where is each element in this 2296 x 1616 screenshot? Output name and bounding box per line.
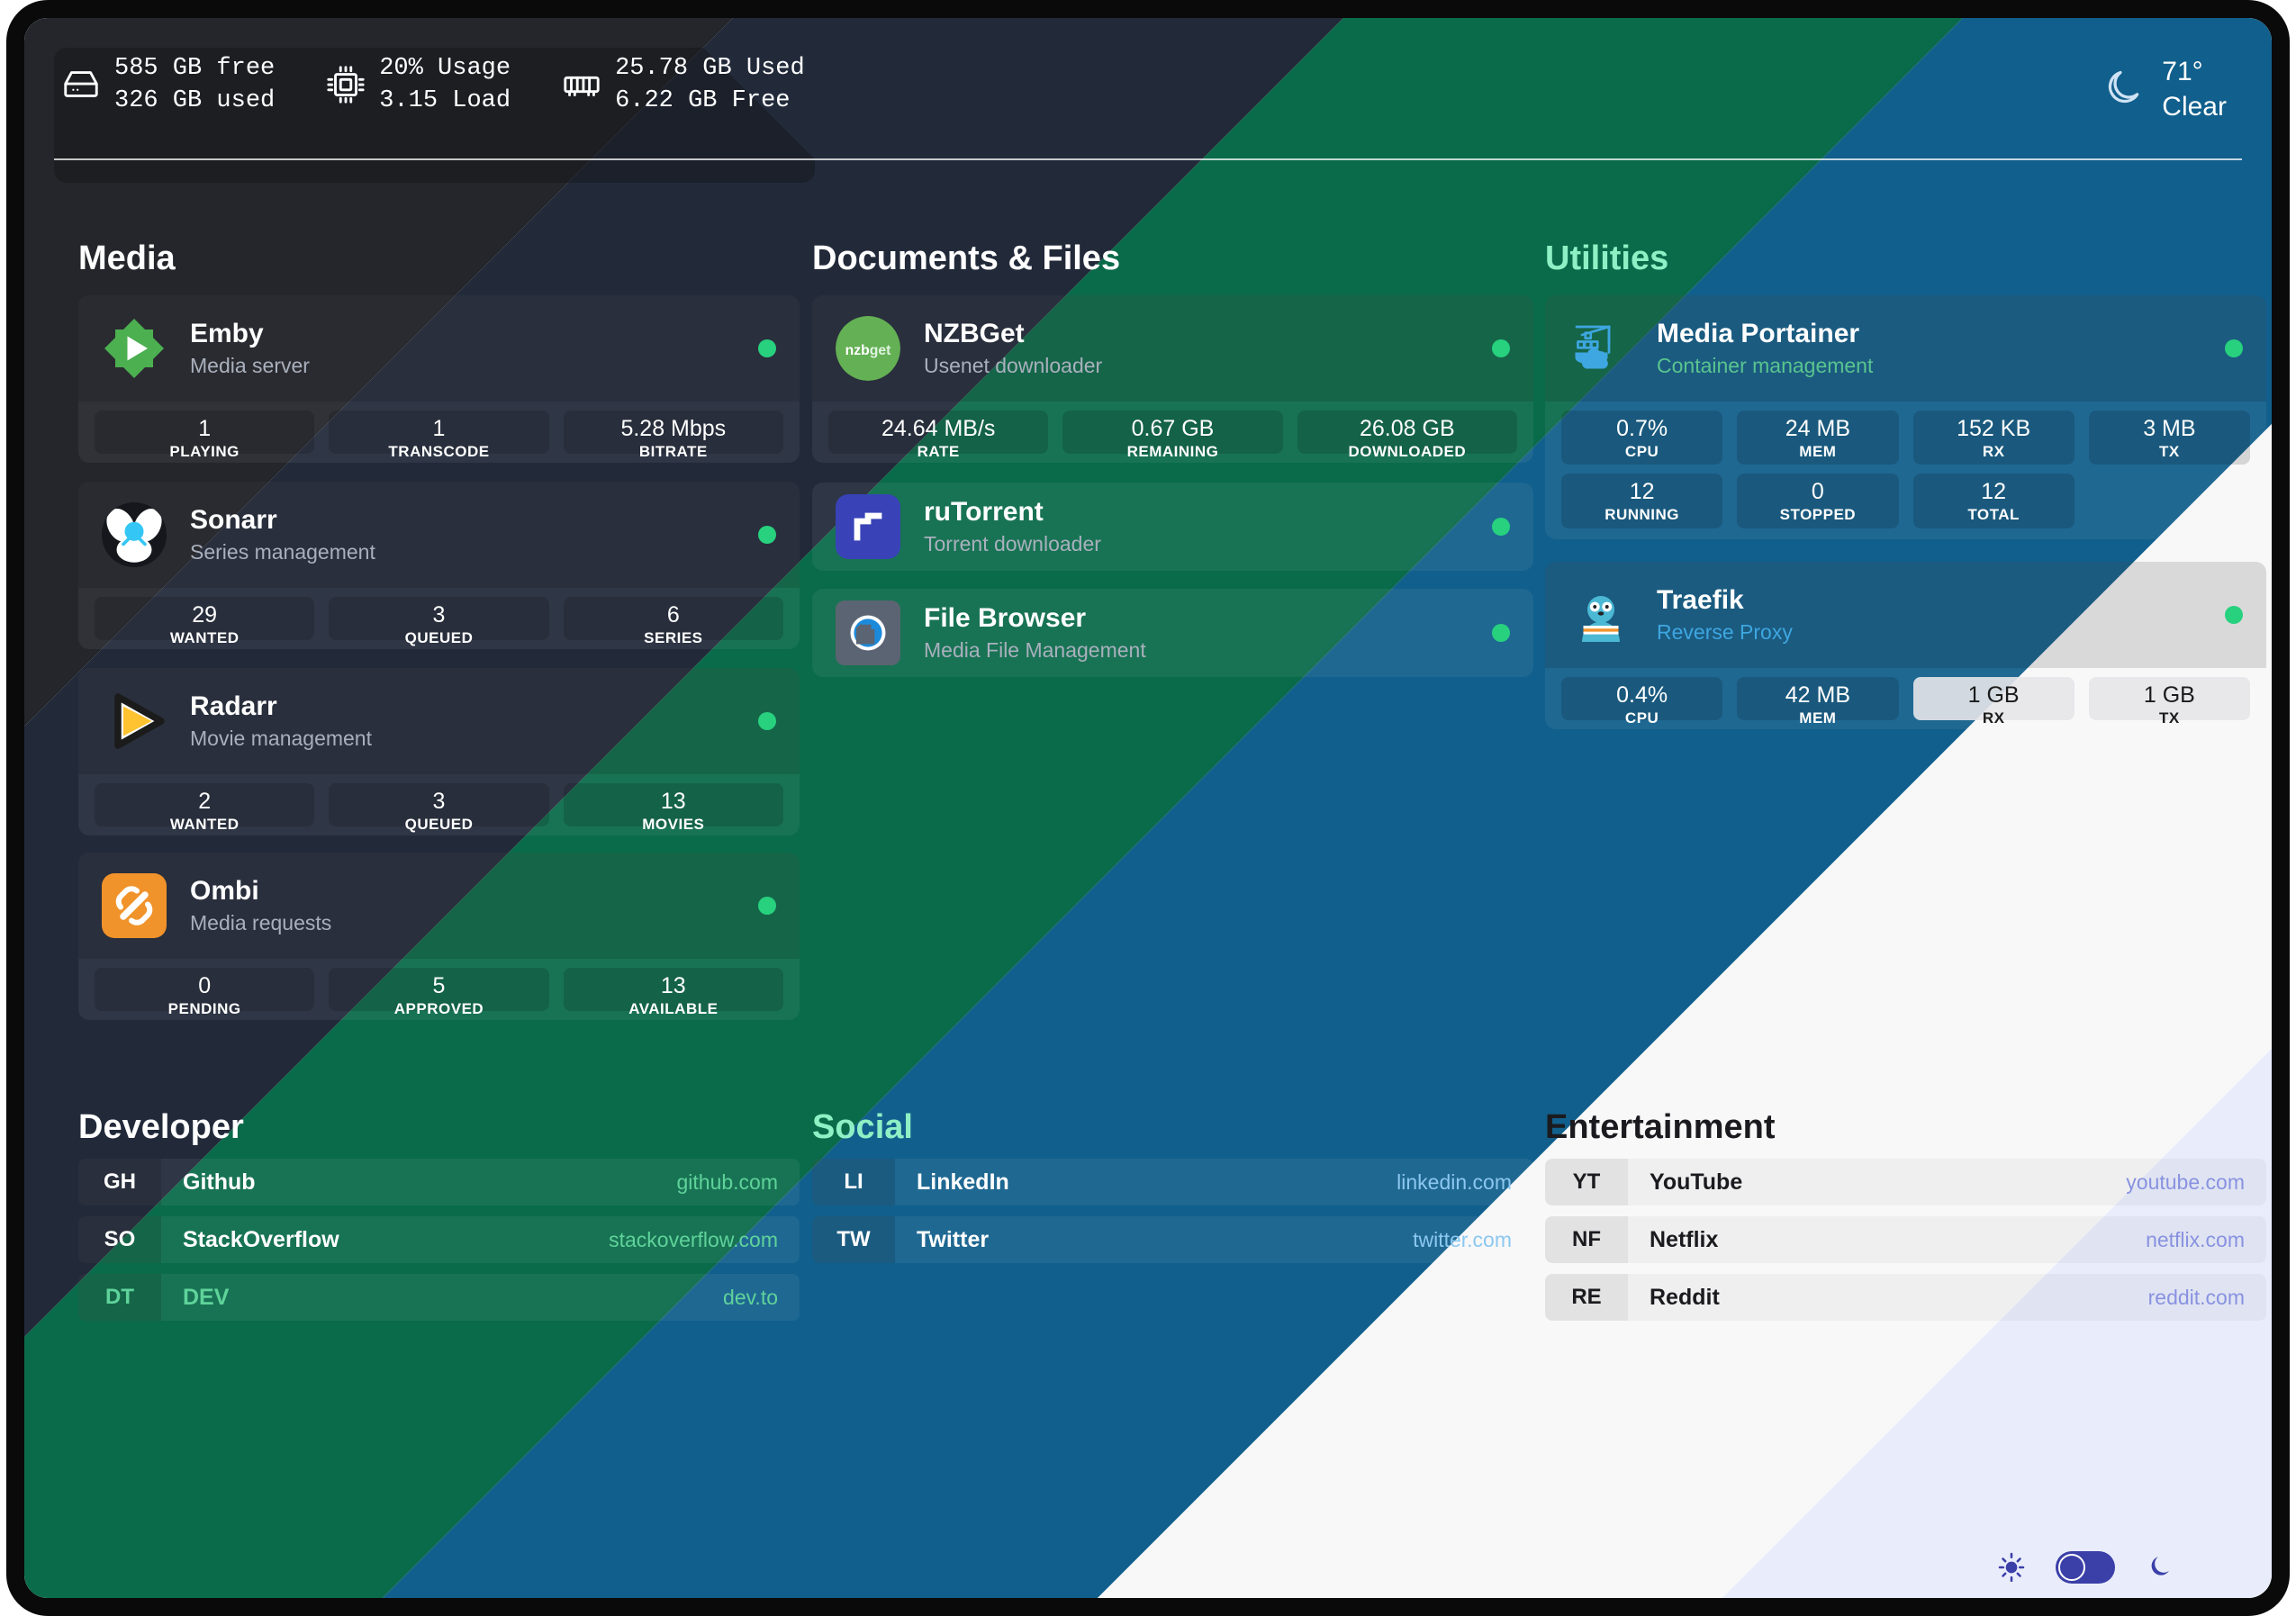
- svg-text:nzbget: nzbget: [845, 343, 892, 358]
